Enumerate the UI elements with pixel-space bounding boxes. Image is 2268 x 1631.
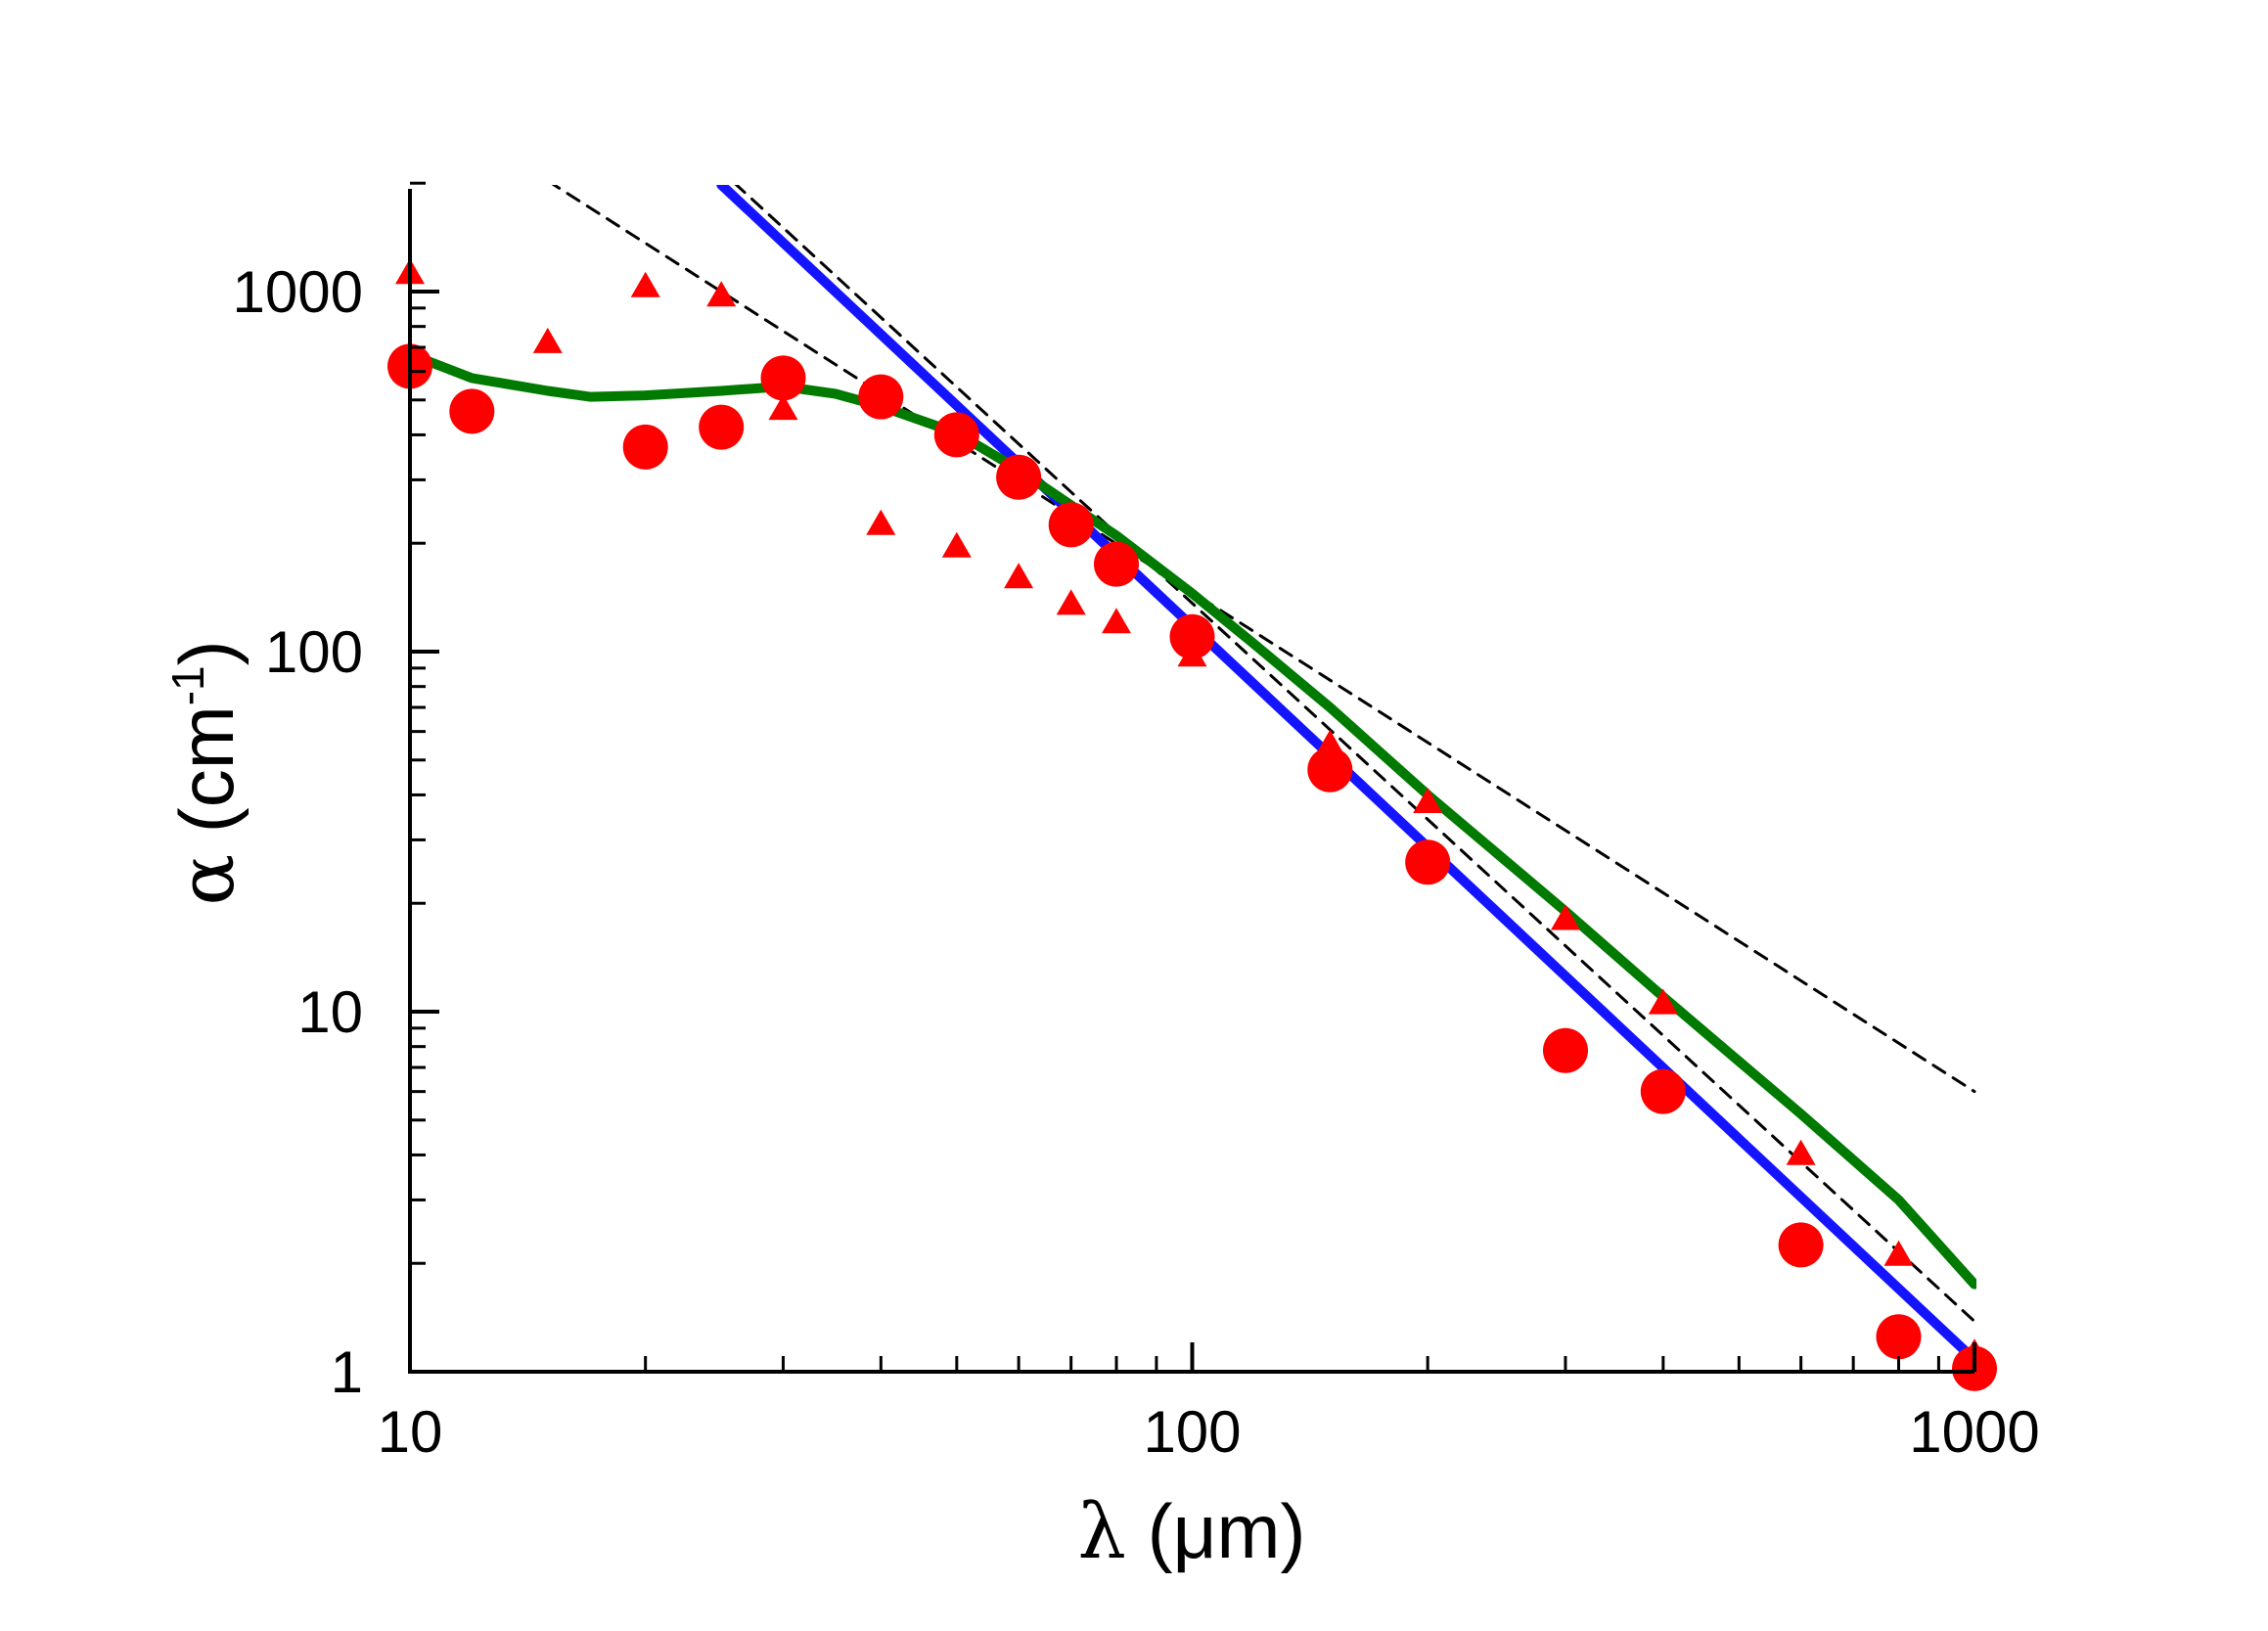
circle-point [1876, 1314, 1922, 1360]
triangle-point [1177, 641, 1207, 667]
x-tick-label: 100 [1143, 1399, 1241, 1465]
circle-point [1405, 839, 1451, 885]
triangle-point [1786, 1139, 1816, 1165]
x-axis-unit: μm [1173, 1488, 1281, 1574]
triangle-point [1056, 589, 1086, 615]
circle-point [858, 374, 904, 420]
circle-point [760, 355, 806, 401]
circle-point [996, 454, 1042, 500]
circle-point [1169, 613, 1215, 659]
y-tick-label: 1 [331, 1339, 363, 1405]
x-tick-label: 1000 [1909, 1399, 2039, 1465]
triangle-point [941, 531, 972, 558]
circle-point [933, 412, 979, 458]
axes [408, 189, 1974, 1374]
y-tick-label: 1000 [233, 259, 363, 325]
circle-point [1778, 1222, 1824, 1268]
x-axis-unit-open: ( [1126, 1488, 1173, 1574]
ticks [408, 181, 1976, 1374]
triangle-point [866, 509, 896, 535]
series-dashed-line-2 [734, 185, 1976, 1323]
y-tick-label: 10 [297, 979, 363, 1045]
y-axis-unit-open: ( [163, 807, 249, 854]
triangle-point [1413, 788, 1443, 813]
triangle-point [768, 394, 798, 421]
triangle-point [532, 327, 563, 353]
triangle-point [1883, 1240, 1914, 1266]
series-green-curve [410, 349, 1976, 1290]
circle-point [1640, 1068, 1686, 1114]
circle-point [1543, 1027, 1588, 1073]
triangle-point [1315, 729, 1345, 755]
x-axis-title: λ (μm) [1078, 1488, 1306, 1576]
circle-point [449, 388, 495, 434]
circle-point [1094, 541, 1139, 587]
data-points [387, 258, 1997, 1391]
y-axis-unit-exponent: -1 [162, 665, 213, 705]
triangle-point [1648, 988, 1678, 1015]
y-axis-symbol: α [163, 854, 251, 906]
circle-point [1048, 502, 1094, 548]
triangle-point [630, 271, 660, 297]
triangle-point [1551, 904, 1580, 930]
circle-point [699, 404, 745, 450]
y-tick-label: 100 [265, 619, 363, 685]
y-axis-title: α (cm-1) [162, 640, 251, 905]
series-dashed-line-1 [551, 185, 1976, 1094]
circle-point [622, 424, 668, 470]
y-axis-unit: cm [163, 705, 249, 807]
y-axis-unit-close: ) [163, 640, 249, 665]
triangle-point [1004, 563, 1034, 589]
x-tick-label: 10 [378, 1399, 443, 1465]
series-lines [410, 185, 1976, 1365]
triangle-point [1102, 608, 1131, 634]
x-axis-unit-close: ) [1281, 1488, 1306, 1574]
x-axis-symbol: λ [1078, 1488, 1126, 1576]
circle-point [1307, 747, 1353, 793]
triangle-point [706, 281, 737, 307]
